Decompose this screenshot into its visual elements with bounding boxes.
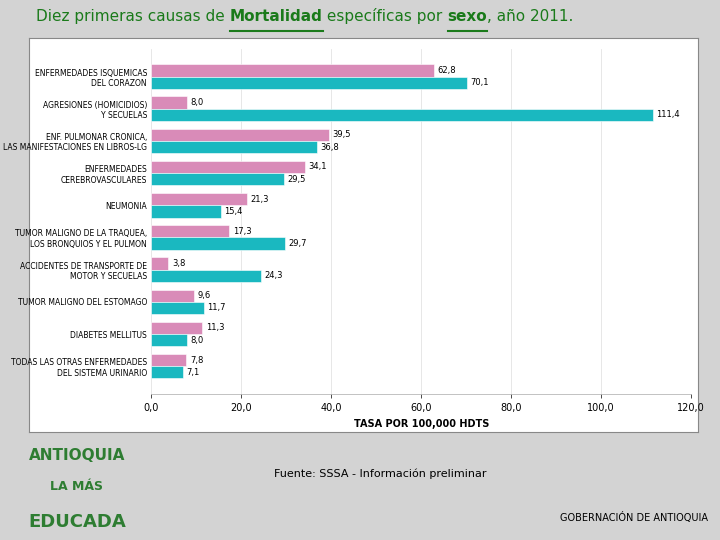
Text: 34,1: 34,1	[308, 163, 327, 172]
Bar	[151, 334, 187, 346]
Text: 7,1: 7,1	[186, 368, 200, 377]
Text: Fuente: SSSA - Información preliminar: Fuente: SSSA - Información preliminar	[274, 468, 486, 478]
Text: sexo: sexo	[448, 9, 487, 24]
Text: 62,8: 62,8	[438, 66, 456, 75]
Text: 9,6: 9,6	[198, 291, 211, 300]
Bar	[151, 97, 187, 109]
Bar	[151, 77, 467, 89]
Bar	[151, 205, 220, 218]
X-axis label: TASA POR 100,000 HDTS: TASA POR 100,000 HDTS	[354, 419, 489, 429]
Bar	[151, 269, 261, 282]
Text: 17,3: 17,3	[233, 227, 251, 236]
Text: 8,0: 8,0	[191, 336, 204, 345]
Text: 7,8: 7,8	[190, 356, 203, 364]
Bar	[151, 302, 204, 314]
Bar	[151, 64, 433, 77]
Bar	[151, 289, 194, 302]
Text: 24,3: 24,3	[264, 271, 283, 280]
Bar	[151, 322, 202, 334]
Text: , año 2011.: , año 2011.	[487, 9, 574, 24]
Text: 21,3: 21,3	[251, 195, 269, 204]
Text: 29,7: 29,7	[289, 239, 307, 248]
Bar	[151, 225, 229, 238]
Text: 111,4: 111,4	[656, 110, 680, 119]
Text: 70,1: 70,1	[470, 78, 489, 87]
Text: 15,4: 15,4	[224, 207, 243, 216]
Bar	[151, 141, 317, 153]
Text: Diez primeras causas de: Diez primeras causas de	[36, 9, 230, 24]
Bar	[151, 366, 183, 379]
Bar	[151, 354, 186, 366]
Text: específicas por: específicas por	[323, 8, 448, 24]
Text: ANTIOQUIA: ANTIOQUIA	[29, 448, 125, 463]
Text: 29,5: 29,5	[287, 175, 306, 184]
Bar	[151, 193, 247, 205]
Text: 39,5: 39,5	[333, 130, 351, 139]
Text: GOBERNACIÓN DE ANTIOQUIA: GOBERNACIÓN DE ANTIOQUIA	[559, 512, 708, 523]
Text: 3,8: 3,8	[172, 259, 185, 268]
Text: 36,8: 36,8	[320, 143, 339, 152]
Text: 11,3: 11,3	[206, 323, 224, 333]
Text: LA MÁS: LA MÁS	[50, 480, 104, 493]
Bar	[151, 129, 329, 141]
Text: 11,7: 11,7	[207, 303, 226, 313]
Bar	[151, 173, 284, 185]
Text: 8,0: 8,0	[191, 98, 204, 107]
Bar	[151, 109, 652, 121]
Text: Mortalidad: Mortalidad	[230, 9, 323, 24]
Bar	[151, 238, 285, 249]
Text: EDUCADA: EDUCADA	[29, 512, 127, 530]
Bar	[151, 161, 305, 173]
Bar	[151, 258, 168, 269]
